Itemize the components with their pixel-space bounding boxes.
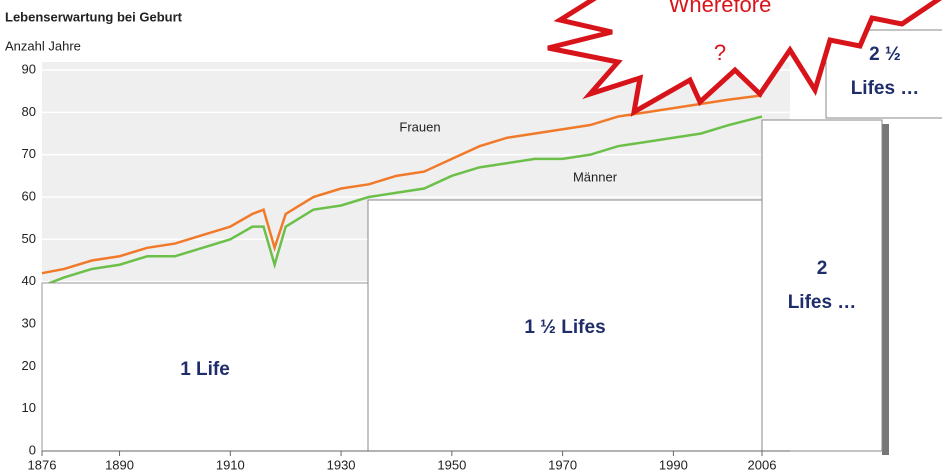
box-shadow [882, 124, 889, 455]
box [367, 199, 765, 452]
x-tick-label: 1970 [548, 457, 577, 472]
y-tick-label: 80 [22, 104, 36, 119]
y-tick-label: 40 [22, 273, 36, 288]
line-series [41, 115, 763, 288]
front: 0 10 20 30 40 50 60 70 80 90 1876 1890 1910 1930 1950 1… [22, 0, 920, 472]
x-tick-label: 1990 [659, 457, 688, 472]
line-series [41, 94, 763, 275]
y-tick-label: 70 [22, 146, 36, 161]
y-tick-label: 60 [22, 188, 36, 203]
x-tick-label: 1876 [28, 457, 57, 472]
overlay-boxes [41, 29, 942, 455]
y-tick-label: 50 [22, 231, 36, 246]
annotation: 2 ½ [869, 44, 901, 65]
y-tick-label: 0 [29, 442, 36, 457]
annotation: Wherefore [669, 0, 772, 17]
x-tick-label: 1890 [105, 457, 134, 472]
starburst [547, 0, 942, 117]
chart-title: Lebenserwartung bei Geburt [5, 9, 183, 24]
annotation: 2 [817, 258, 828, 279]
y-tick-label: 20 [22, 358, 36, 373]
y-tick-label: 90 [22, 61, 36, 76]
x-tick-label: 1930 [327, 457, 356, 472]
annotation: Lifes … [851, 78, 920, 99]
box [761, 119, 883, 452]
y-tick-label: 10 [22, 400, 36, 415]
x-tick-label: 1950 [437, 457, 466, 472]
series-label: Frauen [399, 119, 440, 134]
x-tick-label: 2006 [748, 457, 777, 472]
annotation: ? [714, 40, 726, 65]
annotation: 1 Life [180, 359, 230, 380]
y-tick-label: 30 [22, 315, 36, 330]
annotation: Lifes … [788, 292, 857, 313]
x-tick-label: 1910 [216, 457, 245, 472]
series-label: Männer [573, 169, 618, 184]
annotation: 1 ½ Lifes [524, 317, 605, 338]
chart-subtitle: Anzahl Jahre [5, 38, 81, 53]
